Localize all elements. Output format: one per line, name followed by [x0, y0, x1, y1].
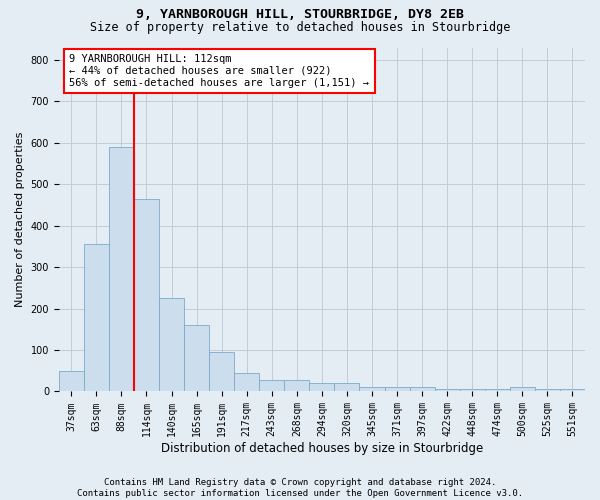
Text: 9, YARNBOROUGH HILL, STOURBRIDGE, DY8 2EB: 9, YARNBOROUGH HILL, STOURBRIDGE, DY8 2E… — [136, 8, 464, 20]
Bar — [310, 383, 334, 392]
Bar — [510, 388, 535, 392]
Bar — [59, 371, 84, 392]
Bar — [485, 390, 510, 392]
Bar — [284, 380, 310, 392]
Bar — [359, 388, 385, 392]
Bar — [159, 298, 184, 392]
Bar — [109, 147, 134, 392]
Bar — [259, 380, 284, 392]
Bar — [385, 388, 410, 392]
X-axis label: Distribution of detached houses by size in Stourbridge: Distribution of detached houses by size … — [161, 442, 483, 455]
Bar — [84, 244, 109, 392]
Bar — [434, 390, 460, 392]
Y-axis label: Number of detached properties: Number of detached properties — [15, 132, 25, 307]
Bar — [134, 199, 159, 392]
Text: Contains HM Land Registry data © Crown copyright and database right 2024.
Contai: Contains HM Land Registry data © Crown c… — [77, 478, 523, 498]
Bar — [184, 325, 209, 392]
Bar — [560, 390, 585, 392]
Bar — [234, 373, 259, 392]
Text: Size of property relative to detached houses in Stourbridge: Size of property relative to detached ho… — [90, 21, 510, 34]
Bar — [410, 388, 434, 392]
Bar — [460, 390, 485, 392]
Bar — [334, 383, 359, 392]
Bar — [209, 352, 234, 392]
Bar — [535, 390, 560, 392]
Text: 9 YARNBOROUGH HILL: 112sqm
← 44% of detached houses are smaller (922)
56% of sem: 9 YARNBOROUGH HILL: 112sqm ← 44% of deta… — [70, 54, 370, 88]
